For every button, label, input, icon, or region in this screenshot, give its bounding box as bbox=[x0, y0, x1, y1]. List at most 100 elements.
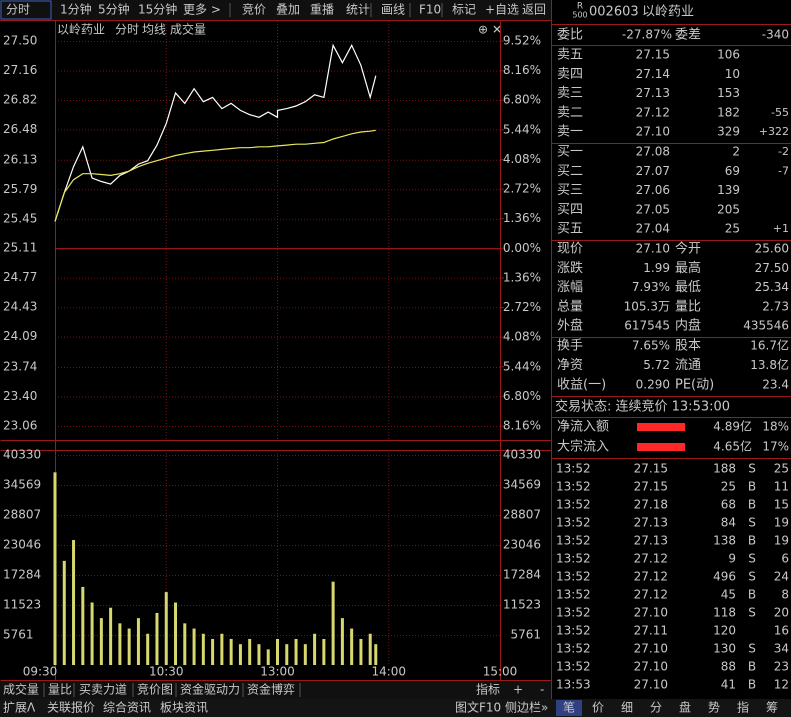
value: -27.87% bbox=[622, 28, 672, 42]
y2-tick-label: 0.00% bbox=[503, 241, 541, 255]
bottom-bar-item[interactable]: 综合资讯 bbox=[103, 700, 151, 715]
side-tab[interactable]: 细 bbox=[621, 701, 633, 715]
trade-volume: 41 bbox=[721, 678, 736, 692]
flow-label: 净流入额 bbox=[557, 420, 609, 435]
side-tab[interactable]: 筹 bbox=[766, 701, 778, 715]
toolbar-item[interactable]: 15分钟 bbox=[138, 2, 177, 17]
volume-bar bbox=[155, 612, 159, 665]
book-label: 卖一 bbox=[557, 125, 583, 140]
bottom-bar-item[interactable]: 侧边栏» bbox=[505, 700, 548, 715]
toolbar-item[interactable]: 统计 bbox=[346, 3, 370, 17]
label: 委差 bbox=[675, 28, 701, 43]
bottom-tab[interactable]: 资金驱动力 bbox=[180, 682, 240, 697]
flow-value: 4.89亿 bbox=[713, 419, 752, 434]
book-label: 买一 bbox=[557, 145, 583, 160]
stat-value: 13.8亿 bbox=[750, 357, 789, 372]
trade-count: 11 bbox=[774, 480, 789, 494]
toolbar-item[interactable]: 5分钟 bbox=[98, 2, 130, 17]
toolbar-item[interactable]: 重播 bbox=[310, 3, 334, 17]
toolbar-item[interactable]: 画线 bbox=[381, 3, 405, 17]
toolbar-item[interactable]: F10 bbox=[419, 3, 441, 17]
volume-bar bbox=[238, 644, 242, 665]
side-tab[interactable]: 价 bbox=[592, 701, 604, 715]
toolbar-item[interactable]: 叠加 bbox=[276, 3, 300, 17]
bottom-bar-item[interactable]: 扩展ᐱ bbox=[3, 701, 36, 715]
y2-tick-label: 17284 bbox=[503, 568, 541, 582]
bottom-tab[interactable]: + bbox=[513, 683, 523, 697]
stat-value: 27.10 bbox=[636, 242, 670, 256]
stat-label: 股本 bbox=[675, 339, 701, 354]
trade-volume: 45 bbox=[721, 588, 736, 602]
book-volume: 205 bbox=[717, 202, 740, 216]
bottom-tab[interactable]: 指标 bbox=[476, 682, 500, 697]
legend-entry: 分时 bbox=[115, 23, 139, 37]
trade-price: 27.18 bbox=[634, 498, 668, 512]
stat-value: 25.60 bbox=[755, 242, 789, 256]
stat-value: 105.3万 bbox=[624, 299, 670, 313]
bottom-tab[interactable]: - bbox=[540, 683, 544, 697]
y-tick-label: 23.06 bbox=[3, 419, 37, 433]
stat-value: 16.7亿 bbox=[750, 338, 789, 353]
y-tick-label: 24.77 bbox=[3, 270, 37, 284]
active-tab-box bbox=[0, 0, 52, 20]
bottom-bar-item[interactable]: 关联报价 bbox=[47, 700, 95, 715]
trade-count: 23 bbox=[774, 660, 789, 674]
y2-tick-label: 4.08% bbox=[503, 152, 541, 166]
toolbar-item[interactable]: 分时 bbox=[6, 3, 30, 17]
trade-side: B bbox=[748, 660, 756, 674]
bottom-tab[interactable]: 资金博弈 bbox=[247, 682, 295, 697]
volume-bar bbox=[72, 540, 76, 665]
side-tab[interactable]: 盘 bbox=[679, 700, 691, 715]
side-tab[interactable]: 指 bbox=[737, 700, 749, 715]
stat-value: 1.99 bbox=[643, 261, 670, 275]
y2-tick-label: 2.72% bbox=[503, 182, 541, 196]
stat-value: 617545 bbox=[624, 319, 670, 333]
book-price: 27.10 bbox=[636, 125, 670, 139]
book-volume: 10 bbox=[725, 67, 740, 81]
book-label: 买四 bbox=[557, 202, 583, 217]
trade-time: 13:52 bbox=[556, 552, 591, 566]
x-tick-label: 13:00 bbox=[260, 665, 295, 679]
toolbar-item[interactable]: 更多 > bbox=[183, 3, 221, 17]
book-label: 买二 bbox=[557, 164, 583, 179]
bottom-tab[interactable]: 量比 bbox=[48, 683, 72, 697]
y-tick-label: 26.48 bbox=[3, 122, 37, 136]
volume-bar bbox=[266, 649, 270, 665]
volume-bar bbox=[211, 638, 215, 665]
toolbar-item[interactable]: 竞价 bbox=[242, 3, 266, 17]
stat-value: 7.93% bbox=[632, 280, 670, 294]
flow-value: 4.65亿 bbox=[713, 439, 752, 454]
trade-time: 13:52 bbox=[556, 480, 591, 494]
bottom-tab[interactable]: 成交量 bbox=[3, 682, 39, 697]
volume-bar bbox=[331, 581, 335, 665]
y2-tick-label: 1.36% bbox=[503, 270, 541, 284]
volume-bar bbox=[192, 628, 196, 665]
trade-time: 13:52 bbox=[556, 462, 591, 476]
side-tab[interactable]: 分 bbox=[650, 701, 662, 715]
zoom-icon[interactable]: ⊕ bbox=[478, 23, 488, 37]
bottom-bar-item[interactable]: 图文F10 bbox=[455, 700, 501, 715]
trade-price: 27.15 bbox=[634, 480, 668, 494]
legend-entry: 均线 bbox=[142, 23, 166, 37]
trade-volume: 130 bbox=[713, 642, 736, 656]
toolbar-item[interactable]: +自选 bbox=[485, 3, 519, 17]
stat-label: 最高 bbox=[675, 260, 701, 276]
toolbar-item[interactable]: 标记 bbox=[452, 3, 476, 17]
bottom-tab[interactable]: 竞价图 bbox=[137, 683, 173, 697]
toolbar-item[interactable]: 返回 bbox=[522, 3, 546, 17]
volume-bar bbox=[294, 638, 298, 665]
close-icon[interactable]: ✕ bbox=[492, 23, 502, 37]
chart-title: 以岭药业 bbox=[57, 23, 105, 37]
side-tab[interactable]: 笔 bbox=[563, 700, 575, 715]
side-tab[interactable]: 势 bbox=[708, 701, 720, 715]
bottom-bar-item[interactable]: 板块资讯 bbox=[160, 701, 208, 715]
book-change: -2 bbox=[778, 145, 789, 158]
badge: 500 bbox=[572, 11, 587, 20]
y-tick-label: 24.43 bbox=[3, 300, 37, 314]
book-label: 卖四 bbox=[557, 67, 583, 82]
stat-label: 现价 bbox=[557, 242, 583, 257]
bottom-tab[interactable]: 买卖力道 bbox=[79, 683, 127, 697]
volume-bar bbox=[90, 602, 94, 665]
toolbar-item[interactable]: 1分钟 bbox=[60, 2, 92, 17]
y-tick-label: 24.09 bbox=[3, 329, 37, 343]
